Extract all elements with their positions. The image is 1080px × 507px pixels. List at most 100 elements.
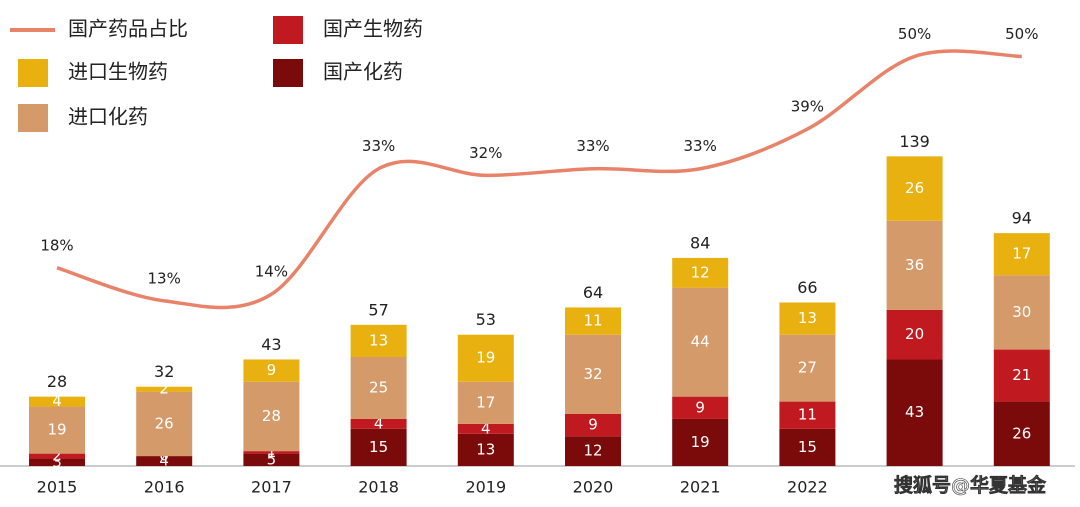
segment-label: 17: [476, 393, 495, 411]
legend-label: 国产药品占比: [68, 17, 188, 41]
bar-segment: [565, 413, 621, 437]
legend-label: 国产化药: [323, 60, 403, 84]
bar-segment: [993, 349, 1050, 402]
x-tick-label: 2022: [787, 478, 828, 497]
bar-segment: [243, 453, 300, 466]
segment-label: 30: [1012, 303, 1031, 321]
bar-segment: [29, 406, 85, 454]
segment-label: 26: [1012, 424, 1031, 442]
total-label: 84: [690, 233, 710, 252]
bar-segment: [350, 357, 407, 419]
segment-label: 19: [691, 433, 710, 451]
bar-segment: [136, 456, 193, 466]
line-label: 39%: [791, 98, 824, 116]
segment-label: 4: [159, 452, 169, 470]
bar-segment: [779, 428, 836, 466]
bar-segment: [457, 433, 514, 466]
total-label: 28: [47, 372, 67, 391]
segment-label: 5: [267, 450, 277, 468]
segment-label: 26: [905, 179, 924, 197]
bar-segment: [29, 458, 85, 466]
x-tick-label: 2017: [251, 478, 292, 497]
segment-label: 15: [798, 438, 817, 456]
x-tick-label: 2015: [37, 478, 78, 497]
total-label: 66: [797, 278, 817, 297]
bar-segment: [29, 453, 85, 459]
watermark: 搜狐号@华夏基金: [894, 474, 1047, 497]
segment-label: 32: [583, 365, 602, 383]
segment-label: 11: [583, 312, 602, 330]
segment-label: 11: [798, 406, 817, 424]
bar-segment: [457, 381, 514, 424]
line-label: 32%: [469, 144, 502, 162]
segment-label: 4: [481, 419, 491, 437]
x-tick-label: 2016: [144, 478, 185, 497]
bar-segment: [779, 401, 836, 429]
total-label: 53: [476, 310, 496, 329]
bar-segment: [457, 423, 514, 434]
legend-swatch: [273, 16, 303, 44]
x-tick-label: 2019: [465, 478, 506, 497]
segment-label: 44: [691, 333, 710, 351]
segment-label: 4: [52, 392, 62, 410]
segment-label: 2: [159, 380, 169, 398]
legend-label: 进口生物药: [68, 60, 168, 84]
bar-segment: [565, 334, 621, 414]
legend-swatch: [18, 104, 48, 132]
bar-segment: [243, 359, 300, 382]
line-label: 50%: [1005, 25, 1038, 43]
segment-label: 19: [476, 349, 495, 367]
line-label: 14%: [255, 263, 288, 281]
line-label: 33%: [684, 137, 717, 155]
bar-segment: [886, 359, 943, 466]
legend-label: 进口化药: [68, 105, 148, 129]
line-label: 50%: [898, 25, 931, 43]
bar-segment: [29, 396, 85, 407]
bar-segment: [993, 275, 1050, 350]
bar-segment: [565, 307, 621, 335]
bar-segment: [672, 418, 729, 466]
legend-swatch: [18, 59, 48, 87]
bar-segment: [993, 401, 1050, 466]
segment-label: 15: [369, 438, 388, 456]
x-tick-label: 2018: [358, 478, 399, 497]
total-label: 64: [583, 283, 603, 302]
line-label: 18%: [40, 236, 73, 254]
line-label: 33%: [362, 137, 395, 155]
total-label: 32: [154, 362, 174, 381]
bar-segment: [350, 418, 407, 429]
segment-label: 12: [691, 263, 710, 281]
line: [56, 49, 1022, 310]
x-tick-label: 2021: [680, 478, 721, 497]
segment-label: 4: [374, 414, 384, 432]
line-label: 33%: [576, 137, 609, 155]
segment-label: 12: [583, 442, 602, 460]
legend-swatch: [273, 59, 303, 87]
segment-label: 17: [1012, 245, 1031, 263]
bar-segment: [886, 309, 943, 360]
segment-label: 27: [798, 359, 817, 377]
segment-label: 43: [905, 403, 924, 421]
bar-segment: [243, 381, 300, 452]
bar-segment: [350, 428, 407, 466]
bar-segment: [779, 302, 836, 335]
bar-segment: [993, 233, 1050, 276]
line-label: 13%: [148, 269, 181, 287]
segment-label: 2: [52, 447, 62, 465]
segment-label: 1: [267, 443, 277, 461]
segment-label: 19: [47, 421, 66, 439]
segment-label: 9: [588, 416, 598, 434]
segment-label: 25: [369, 378, 388, 396]
segment-label: 28: [262, 407, 281, 425]
total-label: 139: [899, 132, 930, 151]
bar-segment: [565, 436, 621, 466]
total-label: 94: [1012, 209, 1032, 228]
segment-label: 26: [155, 414, 174, 432]
legend-label: 国产生物药: [323, 17, 423, 41]
x-tick-label: 2020: [573, 478, 614, 497]
total-label: 43: [261, 335, 281, 354]
bar-segment: [886, 156, 943, 221]
segment-label: 13: [798, 309, 817, 327]
bar-segment: [672, 257, 729, 288]
